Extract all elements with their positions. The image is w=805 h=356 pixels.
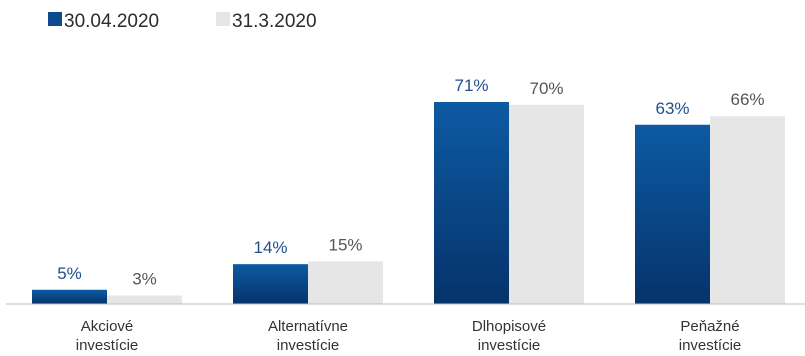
value-label-series-1-cat-1: 5% [57, 264, 82, 283]
value-label-series-2-cat-1: 3% [132, 269, 157, 288]
bar-series-1-cat-2 [233, 264, 308, 304]
category-label-3-line-1: Dlhopisové [472, 318, 546, 335]
bar-series-2-cat-3 [509, 104, 584, 305]
legend-swatch-series-2 [216, 12, 230, 26]
value-label-series-2-cat-4: 66% [730, 90, 764, 109]
legend-swatch-series-1 [48, 12, 62, 26]
category-label-2-line-2: investície [277, 337, 340, 354]
bar-series-1-cat-1 [32, 289, 107, 304]
value-labels-group: 5% 3% 14% 15% 71% 70% 63% 66% [57, 76, 764, 288]
category-label-2-line-1: Alternatívne [268, 318, 348, 335]
category-labels-group: Akciové investície Alternatívne investície D… [76, 318, 742, 354]
value-label-series-1-cat-3: 71% [454, 76, 488, 95]
category-label-1-line-2: investície [76, 337, 139, 354]
category-label-4-line-1: Peňažné [680, 318, 739, 335]
legend-label-series-1: 30.04.2020 [64, 11, 159, 32]
value-label-series-2-cat-2: 15% [328, 235, 362, 254]
value-label-series-1-cat-4: 63% [655, 99, 689, 118]
bars-group [32, 102, 785, 305]
value-label-series-1-cat-2: 14% [253, 238, 287, 257]
legend: 30.04.2020 31.3.2020 [48, 11, 317, 32]
category-label-3-line-2: investície [478, 337, 541, 354]
bar-series-1-cat-4 [635, 124, 710, 305]
category-label-1-line-1: Akciové [81, 318, 134, 335]
bar-series-1-cat-3 [434, 102, 509, 304]
bar-series-2-cat-1 [107, 295, 182, 304]
category-label-4-line-2: investície [679, 337, 742, 354]
bar-series-2-cat-2 [308, 261, 383, 304]
bar-series-2-cat-4 [710, 116, 785, 305]
value-label-series-2-cat-3: 70% [529, 79, 563, 98]
legend-label-series-2: 31.3.2020 [232, 11, 317, 32]
